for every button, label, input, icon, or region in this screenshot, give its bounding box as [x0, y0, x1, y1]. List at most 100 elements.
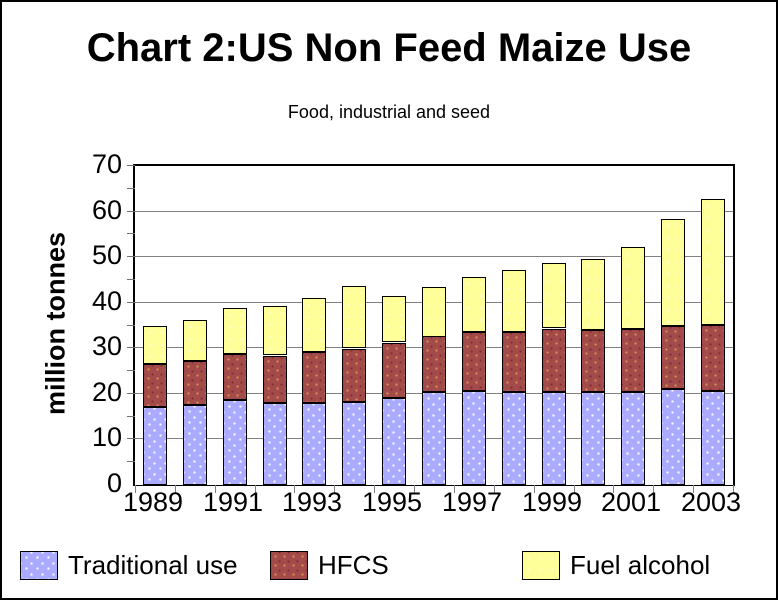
bar-1998-traditional-use: [502, 392, 526, 485]
x-tick: [534, 485, 535, 493]
bar-1999-fuel-alcohol: [542, 263, 566, 328]
chart-title: Chart 2:US Non Feed Maize Use: [86, 26, 692, 70]
bar-1994-traditional-use: [342, 402, 366, 485]
bar-1998-fuel-alcohol: [502, 270, 526, 332]
bar-1993-fuel-alcohol: [302, 298, 326, 352]
x-tick: [693, 485, 694, 493]
bar-1991-hfcs: [223, 354, 247, 400]
bar-1989-hfcs: [143, 364, 167, 407]
plot-area: [127, 164, 735, 493]
y-axis-tick-labels: 0 10 20 30 40 50 60 70: [64, 151, 122, 497]
y-tick: [127, 438, 135, 440]
legend-label-traditional-use: Traditional use: [68, 549, 238, 580]
y-tick-label-40: 40: [91, 286, 122, 316]
x-tick-label-1993: 1993: [281, 487, 343, 517]
y-tick: [127, 461, 135, 463]
bar-1990-traditional-use: [183, 405, 207, 485]
legend-item-traditional-use: Traditional use: [20, 548, 238, 582]
bar-2003-hfcs: [701, 325, 725, 391]
y-tick-label-30: 30: [91, 331, 122, 361]
x-tick: [215, 485, 216, 493]
legend: Traditional use HFCS Fuel alcohol: [2, 548, 778, 588]
y-tick: [127, 324, 135, 326]
bar-1990-fuel-alcohol: [183, 320, 207, 361]
bar-1996-hfcs: [422, 336, 446, 392]
bar-2000-fuel-alcohol: [581, 259, 605, 330]
bar-2002-hfcs: [661, 326, 685, 389]
bar-1990-hfcs: [183, 361, 207, 405]
bar-1991-traditional-use: [223, 400, 247, 485]
x-tick: [494, 485, 495, 493]
legend-swatch-fuel-alcohol: [522, 550, 560, 580]
y-tick-label-70: 70: [91, 149, 122, 179]
x-tick: [175, 485, 176, 493]
y-tick: [127, 347, 135, 349]
x-tick-label-1995: 1995: [361, 487, 423, 517]
y-tick: [127, 187, 135, 189]
x-axis-tick-labels: 1989 1991 1993 1995 1997 1999 2001 2003: [123, 487, 741, 518]
y-tick: [127, 165, 135, 166]
x-tick: [414, 485, 415, 493]
bar-1995-traditional-use: [382, 398, 406, 485]
bar-1992-hfcs: [263, 356, 287, 403]
bar-2001-traditional-use: [621, 392, 645, 485]
x-tick: [255, 485, 256, 493]
y-tick: [127, 278, 135, 280]
bar-1997-hfcs: [462, 332, 486, 391]
bar-1989-fuel-alcohol: [143, 326, 167, 364]
bar-1989-traditional-use: [143, 407, 167, 485]
x-tick-label-1989: 1989: [122, 487, 184, 517]
x-tick-label-1997: 1997: [441, 487, 503, 517]
bar-2001-hfcs: [621, 329, 645, 392]
bar-1993-traditional-use: [302, 403, 326, 485]
bar-2000-traditional-use: [581, 392, 605, 485]
y-tick-label-60: 60: [91, 195, 122, 225]
x-tick: [135, 485, 136, 493]
bar-2002-fuel-alcohol: [661, 219, 685, 326]
bar-1993-hfcs: [302, 352, 326, 403]
bar-1991-fuel-alcohol: [223, 308, 247, 354]
x-tick-label-1991: 1991: [202, 487, 264, 517]
bar-1996-traditional-use: [422, 392, 446, 485]
y-tick: [127, 370, 135, 372]
y-tick-label-20: 20: [91, 377, 122, 407]
chart-subtitle: Food, industrial and seed: [287, 102, 491, 122]
bar-2003-fuel-alcohol: [701, 199, 725, 325]
legend-item-fuel-alcohol: Fuel alcohol: [522, 548, 710, 582]
bar-1994-hfcs: [342, 349, 366, 402]
legend-swatch-traditional-use: [20, 550, 58, 580]
x-tick-label-1999: 1999: [521, 487, 583, 517]
legend-label-fuel-alcohol: Fuel alcohol: [570, 549, 711, 580]
bar-2002-traditional-use: [661, 389, 685, 485]
bar-1999-traditional-use: [542, 392, 566, 485]
bar-1994-fuel-alcohol: [342, 286, 366, 348]
bar-1997-fuel-alcohol: [462, 277, 486, 332]
gridline-50: [135, 256, 733, 258]
bar-1995-hfcs: [382, 343, 406, 398]
bar-2000-hfcs: [581, 330, 605, 392]
x-tick: [294, 485, 295, 493]
x-tick: [334, 485, 335, 493]
y-tick: [127, 233, 135, 235]
x-tick: [733, 485, 734, 493]
x-tick: [454, 485, 455, 493]
y-tick-label-50: 50: [91, 240, 122, 270]
bar-1996-fuel-alcohol: [422, 287, 446, 337]
bar-2003-traditional-use: [701, 391, 725, 485]
y-tick: [127, 256, 135, 258]
gridline-60: [135, 210, 733, 212]
x-tick: [653, 485, 654, 493]
y-tick-label-0: 0: [106, 468, 122, 498]
legend-label-hfcs: HFCS: [318, 549, 389, 580]
y-tick: [127, 301, 135, 303]
x-tick: [613, 485, 614, 493]
y-tick: [127, 210, 135, 212]
y-tick-label-10: 10: [91, 422, 122, 452]
y-tick: [127, 415, 135, 417]
legend-swatch-hfcs: [270, 550, 308, 580]
bar-1992-traditional-use: [263, 403, 287, 485]
bar-1997-traditional-use: [462, 391, 486, 485]
x-tick-label-2001: 2001: [600, 487, 662, 517]
bar-1995-fuel-alcohol: [382, 296, 406, 342]
